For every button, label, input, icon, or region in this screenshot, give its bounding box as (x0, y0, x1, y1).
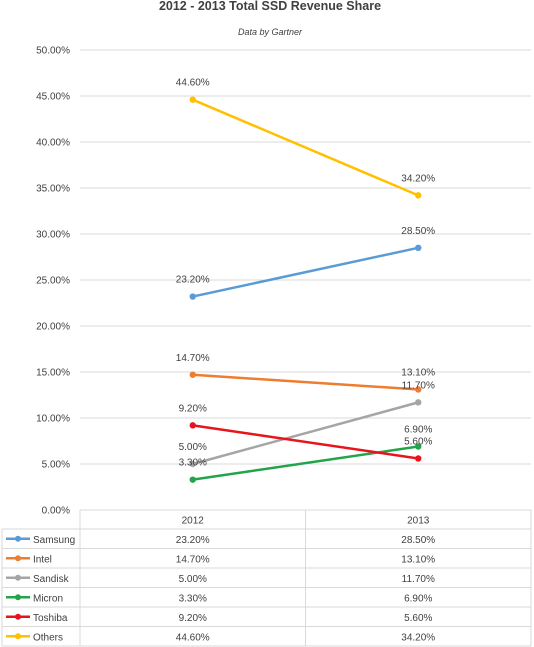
data-label-intel: 13.10% (401, 367, 435, 378)
table-cell: 5.00% (179, 574, 207, 585)
table-cell: 11.70% (402, 574, 435, 585)
chart-subtitle: Data by Gartner (238, 27, 303, 37)
series-line-micron (192, 445, 419, 481)
series-line-others (192, 98, 419, 197)
y-tick-label: 10.00% (36, 414, 70, 425)
table-cell: 13.10% (401, 554, 435, 565)
data-label-micron: 3.30% (179, 458, 207, 469)
y-tick-label: 20.00% (36, 322, 70, 333)
legend-label-micron: Micron (33, 593, 63, 604)
data-labels: 23.20% 28.50% 14.70% 13.10% 5.00% 11.70% 3.30%… (176, 78, 436, 469)
data-label-toshiba: 9.20% (179, 403, 207, 414)
legend-marker-others (15, 633, 21, 640)
legend-marker-toshiba (15, 613, 21, 620)
y-tick-label: 50.00% (36, 46, 70, 57)
data-point-sandisk (415, 399, 422, 406)
x-tick-label: 2012 (182, 516, 205, 527)
data-point-others (415, 192, 422, 199)
data-point-toshiba (415, 455, 422, 462)
table-cell: 5.60% (404, 613, 432, 624)
legend-label-samsung: Samsung (33, 535, 75, 546)
series-line-samsung (192, 246, 419, 298)
table-cell: 28.50% (401, 535, 435, 546)
data-point-sandisk (189, 460, 196, 468)
table-cell: 23.20% (176, 535, 210, 546)
data-point-micron (189, 476, 196, 483)
table-cell: 34.20% (401, 632, 435, 643)
y-tick-label: 0.00% (42, 506, 70, 517)
data-point-intel (415, 386, 422, 393)
legend-label-toshiba: Toshiba (33, 613, 68, 624)
table-cell: 3.30% (179, 593, 207, 604)
legend-marker-samsung (15, 535, 21, 542)
series-line-sandisk (192, 401, 419, 466)
y-tick-label: 45.00% (36, 92, 70, 103)
legend-marker-micron (15, 594, 21, 601)
y-tick-label: 40.00% (36, 138, 70, 149)
data-label-micron: 6.90% (404, 425, 432, 436)
data-label-intel: 14.70% (176, 353, 210, 364)
table-cell: 14.70% (176, 554, 210, 565)
series-line-toshiba (192, 424, 419, 460)
data-point-toshiba (189, 422, 196, 429)
legend-marker-intel (15, 555, 21, 562)
table-cell: 9.20% (179, 613, 207, 624)
legend-label-others: Others (33, 632, 63, 643)
data-point-samsung (415, 244, 422, 251)
y-tick-label: 35.00% (36, 184, 70, 195)
data-label-samsung: 28.50% (401, 226, 435, 237)
chart-title: 2012 - 2013 Total SSD Revenue Share (159, 0, 381, 13)
table-cell: 6.90% (404, 593, 432, 604)
table-cell: 44.60% (176, 632, 210, 643)
y-tick-label: 15.00% (36, 368, 70, 379)
x-tick-label: 2013 (407, 516, 430, 527)
y-tick-label: 25.00% (36, 276, 70, 287)
data-label-samsung: 23.20% (176, 275, 210, 286)
y-tick-label: 5.00% (42, 460, 70, 471)
data-label-others: 34.20% (401, 173, 435, 184)
series-line-intel (192, 373, 419, 391)
y-axis: 0.00% 5.00% 10.00% 15.00% 20.00% 25.00% 30.00%… (36, 46, 70, 517)
data-point-others (189, 96, 196, 103)
gridlines (80, 49, 531, 511)
legend-label-sandisk: Sandisk (33, 574, 70, 585)
series-lines (189, 96, 422, 483)
y-tick-label: 30.00% (36, 230, 70, 241)
data-table: 2012 2013 Samsung 23.20% 28.50% Intel 14.70% 13… (1, 509, 532, 647)
data-label-sandisk: 5.00% (179, 442, 207, 453)
data-label-toshiba: 5.60% (404, 436, 432, 447)
data-point-micron (415, 443, 422, 450)
legend-marker-sandisk (15, 574, 21, 581)
legend-label-intel: Intel (33, 554, 52, 565)
data-point-intel (189, 371, 196, 378)
data-point-samsung (189, 293, 196, 300)
data-label-sandisk: 11.70% (402, 380, 435, 391)
data-label-others: 44.60% (176, 78, 210, 89)
